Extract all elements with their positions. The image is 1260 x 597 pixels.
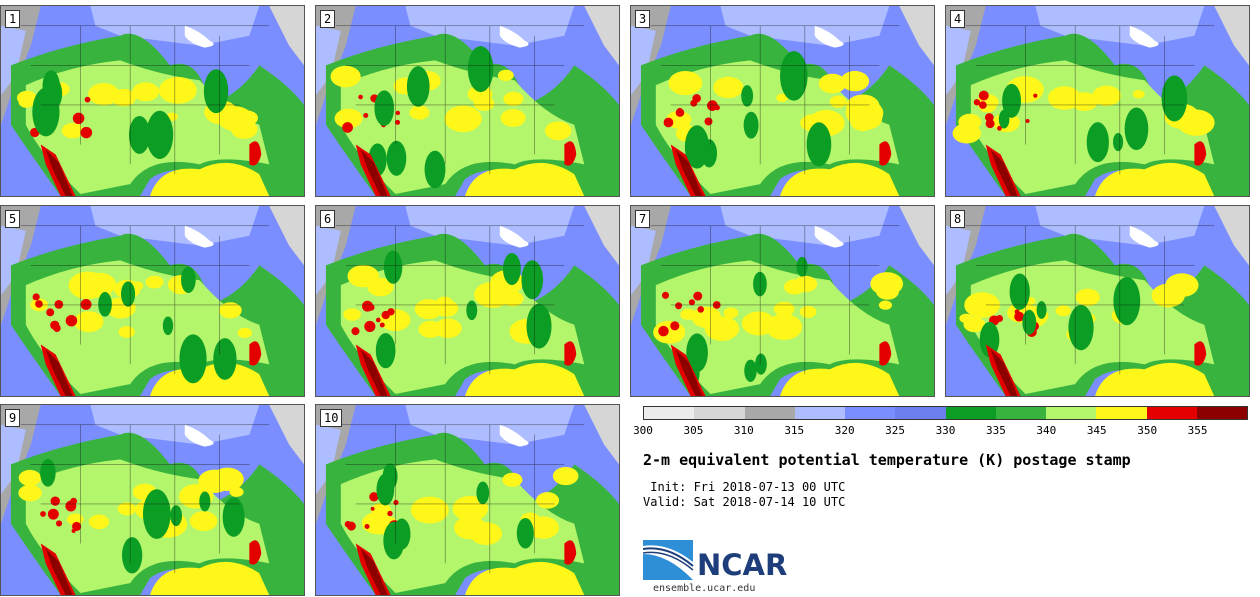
ensemble-member-panel: 4 bbox=[945, 5, 1250, 197]
panel-number: 5 bbox=[5, 210, 21, 228]
colorbar-tick-label: 325 bbox=[885, 424, 906, 437]
ensemble-member-panel: 3 bbox=[630, 5, 935, 197]
panel-number: 6 bbox=[320, 210, 336, 228]
colorbar-tick-label: 350 bbox=[1137, 424, 1158, 437]
colorbar-swatch bbox=[744, 407, 795, 419]
colorbar-swatch bbox=[945, 407, 996, 419]
colorbar-tick-label: 315 bbox=[784, 424, 805, 437]
ensemble-member-panel: 5 bbox=[0, 205, 305, 397]
colorbar-swatch bbox=[895, 407, 946, 419]
colorbar-swatch bbox=[1046, 407, 1097, 419]
colorbar-swatch bbox=[694, 407, 745, 419]
colorbar-tick-label: 345 bbox=[1086, 424, 1107, 437]
colorbar-tick-label: 305 bbox=[683, 424, 704, 437]
panel-number: 10 bbox=[320, 409, 343, 427]
ensemble-member-panel: 8 bbox=[945, 205, 1250, 397]
website-url: ensemble.ucar.edu bbox=[653, 583, 756, 594]
valid-time: Valid: Sat 2018-07-14 10 UTC bbox=[643, 495, 846, 509]
ensemble-member-panel: 9 bbox=[0, 404, 305, 596]
colorbar-swatch bbox=[794, 407, 845, 419]
panel-number: 2 bbox=[320, 10, 336, 28]
panel-number: 7 bbox=[635, 210, 651, 228]
ensemble-member-panel: 7 bbox=[630, 205, 935, 397]
figure-title: 2-m equivalent potential temperature (K)… bbox=[643, 451, 1131, 469]
colorbar-tick-label: 355 bbox=[1187, 424, 1208, 437]
panel-number: 9 bbox=[5, 409, 21, 427]
colorbar-swatch bbox=[1146, 407, 1197, 419]
ncar-logo-icon bbox=[643, 540, 694, 580]
colorbar-tick-label: 330 bbox=[935, 424, 956, 437]
ensemble-member-panel: 6 bbox=[315, 205, 620, 397]
colorbar-swatch bbox=[1196, 407, 1247, 419]
colorbar-tick-label: 340 bbox=[1036, 424, 1057, 437]
ensemble-member-panel: 10 bbox=[315, 404, 620, 596]
panel-number: 4 bbox=[950, 10, 966, 28]
colorbar-tick-label: 300 bbox=[633, 424, 653, 437]
panel-number: 3 bbox=[635, 10, 651, 28]
panel-number: 8 bbox=[950, 210, 966, 228]
colorbar bbox=[643, 406, 1248, 420]
colorbar-tick-label: 335 bbox=[985, 424, 1006, 437]
panel-number: 1 bbox=[5, 10, 21, 28]
ensemble-member-panel: 1 bbox=[0, 5, 305, 197]
ensemble-member-panel: 2 bbox=[315, 5, 620, 197]
colorbar-tick-label: 320 bbox=[834, 424, 855, 437]
colorbar-swatch bbox=[845, 407, 896, 419]
colorbar-swatch bbox=[644, 407, 695, 419]
colorbar-tick-label: 310 bbox=[733, 424, 754, 437]
logo-text: NCAR bbox=[697, 548, 788, 582]
colorbar-swatch bbox=[995, 407, 1046, 419]
init-time: Init: Fri 2018-07-13 00 UTC bbox=[643, 480, 846, 494]
colorbar-swatch bbox=[1096, 407, 1147, 419]
